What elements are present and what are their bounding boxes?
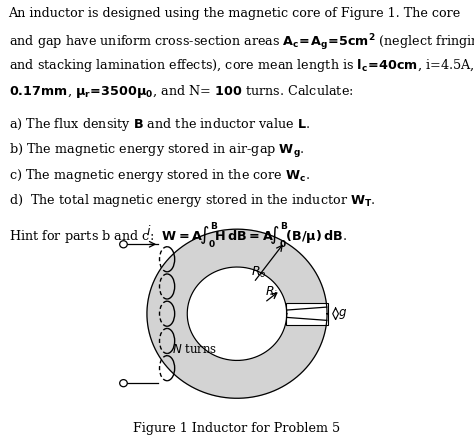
Text: and stacking lamination effects), core mean length is $\mathbf{l_c\!=\!40cm}$, i: and stacking lamination effects), core m… <box>9 57 474 74</box>
Text: b) The magnetic energy stored in air-gap $\mathbf{W_g}$.: b) The magnetic energy stored in air-gap… <box>9 142 304 159</box>
Text: a) The flux density $\mathbf{B}$ and the inductor value $\mathbf{L}$.: a) The flux density $\mathbf{B}$ and the… <box>9 116 310 133</box>
Text: and gap have uniform cross-section areas $\mathbf{A_c\!=\!A_g\!=\!5cm^2}$ (negle: and gap have uniform cross-section areas… <box>9 32 474 53</box>
Circle shape <box>147 229 327 398</box>
Text: d)  The total magnetic energy stored in the inductor $\mathbf{W_T}$.: d) The total magnetic energy stored in t… <box>9 192 375 209</box>
Text: An inductor is designed using the magnetic core of Figure 1. The core: An inductor is designed using the magnet… <box>9 7 461 20</box>
Text: $R_o$: $R_o$ <box>251 265 267 280</box>
Text: c) The magnetic energy stored in the core $\mathbf{W_c}$.: c) The magnetic energy stored in the cor… <box>9 167 310 184</box>
Text: $N$ turns: $N$ turns <box>172 344 217 356</box>
Circle shape <box>119 241 127 248</box>
Text: Figure 1 Inductor for Problem 5: Figure 1 Inductor for Problem 5 <box>133 422 341 435</box>
Text: $i$: $i$ <box>146 223 151 238</box>
Text: Hint for parts b and c:  $\mathbf{W = A\!\int_0^B\! H\,dB =A\!\int_0^B\!(B/\mu)\: Hint for parts b and c: $\mathbf{W = A\!… <box>9 220 346 250</box>
Text: $\mathbf{0.17mm}$, $\mathbf{\mu_r\!=\! 3500\mu_0}$, and N= $\mathbf{100}$ turns.: $\mathbf{0.17mm}$, $\mathbf{\mu_r\!=\! 3… <box>9 83 353 100</box>
Circle shape <box>187 267 287 360</box>
Text: $R_i$: $R_i$ <box>265 285 279 300</box>
Text: $g$: $g$ <box>338 307 347 321</box>
Circle shape <box>119 380 127 387</box>
Bar <box>286 303 328 325</box>
Wedge shape <box>285 307 328 320</box>
